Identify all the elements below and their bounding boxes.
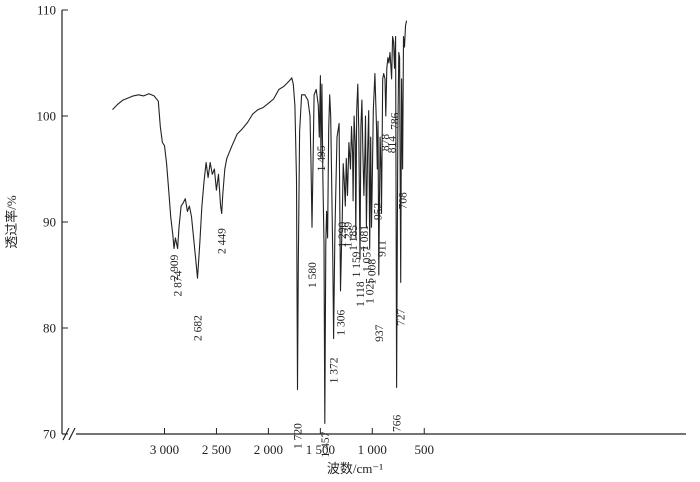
peak-label: 878 — [380, 134, 392, 152]
y-tick-label: 70 — [43, 427, 56, 442]
peak-label: 1 118 — [355, 281, 367, 307]
x-tick-label: 1 000 — [358, 442, 387, 457]
peak-label: 1 495 — [316, 145, 328, 171]
peak-label: 1 159 — [351, 251, 363, 277]
x-ticks: 3 000 2 500 2 000 1 500 1 000 500 — [150, 428, 434, 457]
peak-label: 952 — [372, 203, 384, 221]
peak-label: 2 682 — [193, 315, 205, 341]
peak-label: 1 239 — [343, 222, 355, 248]
y-axis-title: 透过率/% — [4, 195, 19, 249]
peak-label: 727 — [396, 309, 408, 327]
peak-label: 814 — [387, 136, 399, 154]
peak-label: 2 909 — [169, 254, 181, 280]
x-tick-label: 1 500 — [306, 442, 335, 457]
peak-label: 1 720 — [293, 423, 305, 449]
peak-label: 1 057 — [361, 246, 373, 272]
peak-label: 786 — [390, 112, 402, 130]
peak-label: 1 457 — [320, 431, 332, 457]
peak-label: 1 185 — [348, 225, 360, 251]
peak-label: 1 372 — [329, 357, 341, 383]
peak-label: 1 025 — [365, 278, 377, 304]
peak-label: 708 — [398, 192, 410, 210]
y-tick-label: 100 — [37, 109, 57, 124]
x-tick-label: 2 000 — [254, 442, 283, 457]
peak-label: 1 290 — [337, 222, 349, 248]
y-tick-label: 90 — [43, 215, 56, 230]
y-tick-label: 110 — [37, 3, 56, 18]
axes — [61, 10, 686, 441]
peak-label: 2 874 — [173, 270, 185, 296]
peak-label: 2 449 — [217, 228, 229, 254]
peak-label: 1 306 — [336, 310, 348, 336]
x-tick-label: 500 — [415, 442, 435, 457]
x-tick-label: 2 500 — [202, 442, 231, 457]
y-ticks: 70 80 90 100 110 — [37, 3, 68, 442]
spectrum-line — [112, 20, 408, 424]
y-tick-label: 80 — [43, 321, 56, 336]
x-tick-label: 3 000 — [150, 442, 179, 457]
peak-label: 1 081 — [359, 225, 371, 251]
peak-label: 1 008 — [367, 259, 379, 285]
peak-label: 766 — [392, 415, 404, 433]
peak-label: 1 580 — [307, 262, 319, 288]
peak-label: 937 — [374, 324, 386, 342]
peak-label: 911 — [377, 240, 389, 257]
x-axis-title: 波数/cm⁻¹ — [327, 461, 383, 476]
